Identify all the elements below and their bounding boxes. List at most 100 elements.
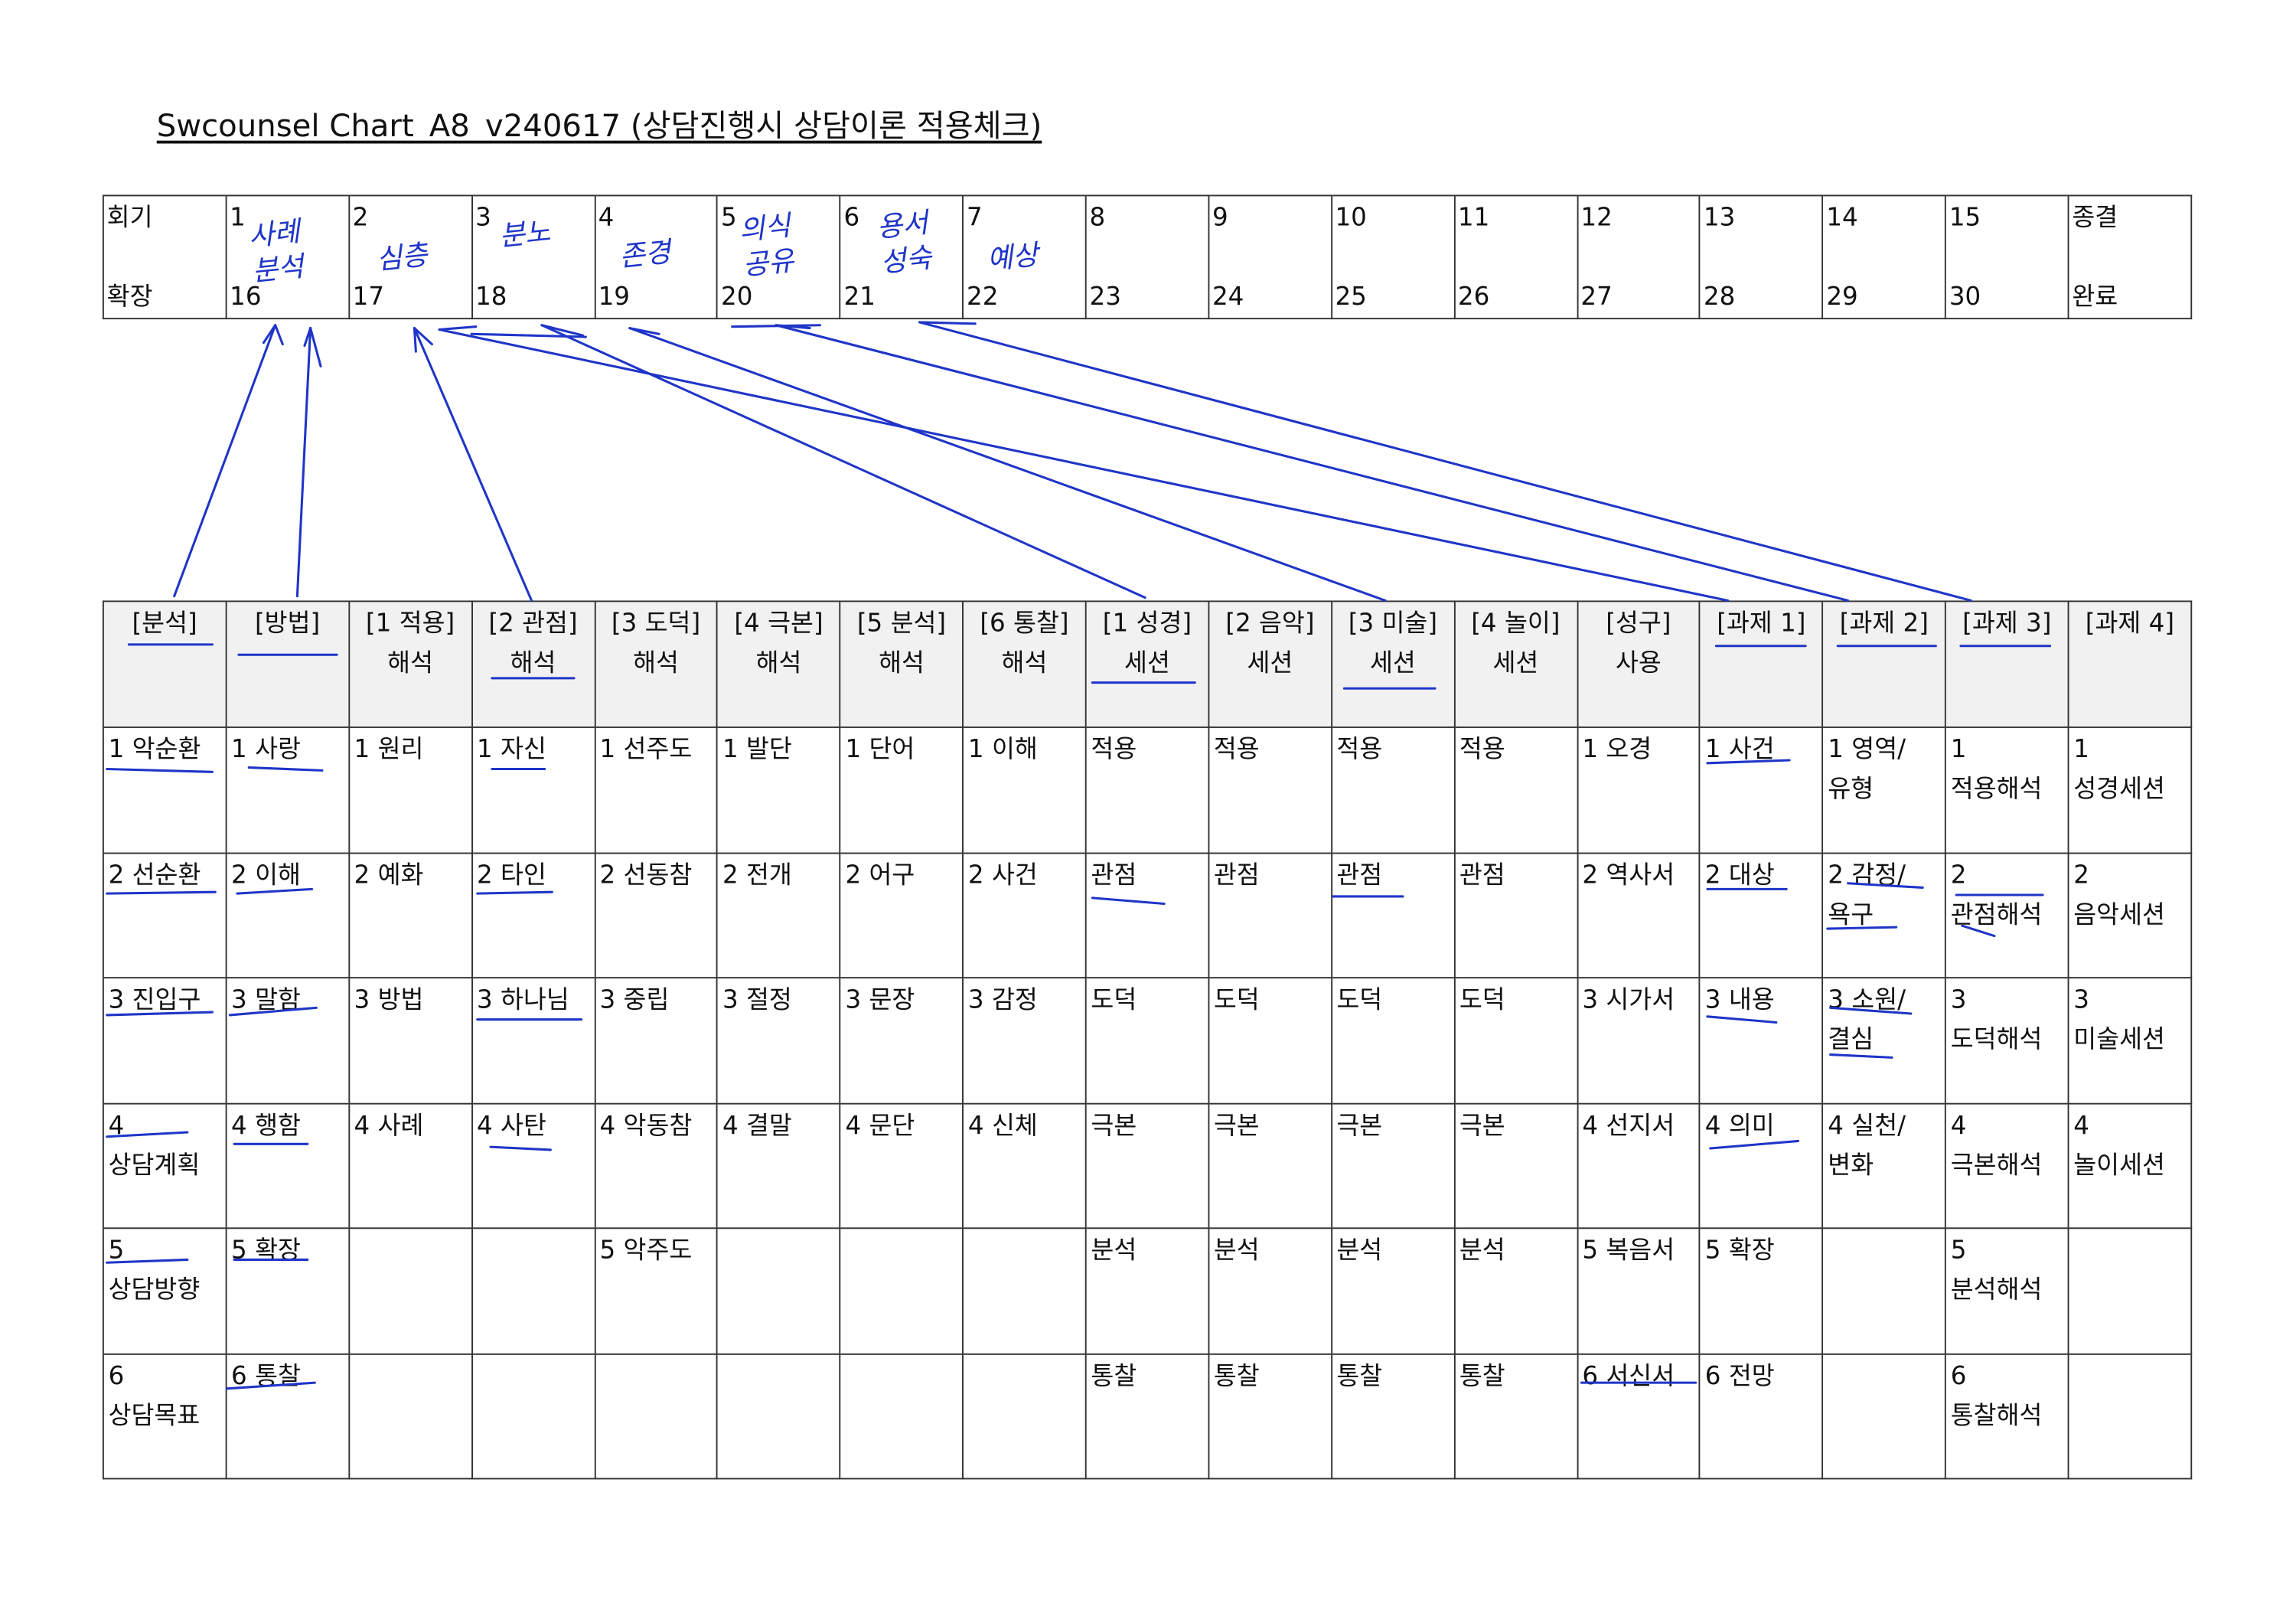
header-text: [과제 1] bbox=[1717, 609, 1806, 639]
session-cell: 12 27 bbox=[1576, 194, 1701, 320]
extension-number: 25 bbox=[1335, 282, 1367, 312]
header-cell: [과제 4] bbox=[2067, 600, 2193, 728]
session-number: 2 bbox=[352, 203, 369, 233]
header-text: 세션 bbox=[1369, 648, 1416, 678]
body-cell bbox=[2067, 1227, 2193, 1354]
extension-number: 20 bbox=[721, 282, 753, 312]
body-cell: 극본 bbox=[1084, 1102, 1210, 1229]
header-text: [과제 2] bbox=[1839, 609, 1929, 639]
header-text: 세션 bbox=[1247, 648, 1293, 678]
session-number: 15 bbox=[1949, 203, 1981, 233]
header-text: 사용 bbox=[1615, 648, 1662, 678]
body-cell bbox=[2067, 1352, 2193, 1480]
header-text: [성구] bbox=[1606, 609, 1671, 639]
extension-number: 26 bbox=[1457, 282, 1490, 312]
body-cell: 5 분석해석 bbox=[1945, 1227, 2069, 1354]
body-cell: 6 통찰해석 bbox=[1945, 1352, 2069, 1480]
body-cell: 3 시가서 bbox=[1576, 977, 1701, 1104]
session-number: 6 bbox=[843, 203, 860, 233]
header-cell: [성구] 사용 bbox=[1576, 600, 1701, 728]
session-cell: 14 29 bbox=[1821, 194, 1947, 320]
extension-number: 29 bbox=[1826, 282, 1858, 312]
body-cell: 2 타인 bbox=[471, 851, 595, 979]
session-cell: 5 20 의식 공유 bbox=[716, 194, 841, 320]
header-cell: [2 음악] 세션 bbox=[1208, 600, 1332, 728]
extension-number: 18 bbox=[475, 282, 507, 312]
session-cell: 9 24 bbox=[1208, 194, 1332, 320]
body-cell bbox=[1821, 1227, 1947, 1354]
header-cell: [6 통찰] 해석 bbox=[962, 600, 1087, 728]
body-cell: 1 선주도 bbox=[593, 727, 719, 854]
header-text: [방법] bbox=[254, 609, 321, 639]
body-cell: 3 절정 bbox=[716, 977, 841, 1104]
header-cell: [과제 2] bbox=[1821, 600, 1947, 728]
session-cell: 13 28 bbox=[1699, 194, 1824, 320]
body-cell: 3 소원/결심 bbox=[1821, 977, 1947, 1104]
body-cell: 적용 bbox=[1208, 727, 1332, 854]
session-cell: 3 18 분노 bbox=[471, 194, 595, 320]
session-number: 13 bbox=[1703, 203, 1736, 233]
body-cell bbox=[471, 1352, 595, 1480]
header-text: [5 분석] bbox=[856, 609, 947, 639]
body-cell: 1 단어 bbox=[839, 727, 964, 854]
body-cell: 5 복음서 bbox=[1576, 1227, 1701, 1354]
header-cell: [2 관점] 해석 bbox=[471, 600, 595, 728]
header-text: [2 관점] bbox=[488, 609, 578, 639]
header-text: [1 적용] bbox=[365, 609, 455, 639]
header-text: 세션 bbox=[1492, 648, 1539, 678]
row-label: 회기 bbox=[106, 203, 153, 233]
body-cell: 5 악주도 bbox=[593, 1227, 719, 1354]
session-number: 12 bbox=[1580, 203, 1613, 233]
body-cell: 도덕 bbox=[1330, 977, 1456, 1104]
body-cell: 5 상담방향 bbox=[102, 1227, 227, 1354]
session-cell: 10 25 bbox=[1330, 194, 1456, 320]
header-cell: [방법] bbox=[225, 600, 350, 728]
header-cell: [4 극본] 해석 bbox=[716, 600, 841, 728]
session-cell: 15 30 bbox=[1945, 194, 2069, 320]
body-cell: 4 의미 bbox=[1699, 1102, 1824, 1229]
handwritten-note: 의식 공유 bbox=[738, 210, 797, 282]
body-cell: 1 사랑 bbox=[225, 727, 350, 854]
title: Swcounsel Chart_A8_v240617 (상담진행시 상담이론 적… bbox=[156, 108, 1042, 144]
body-cell: 1 발단 bbox=[716, 727, 841, 854]
header-cell: [5 분석] 해석 bbox=[839, 600, 964, 728]
body-cell: 3 내용 bbox=[1699, 977, 1824, 1104]
body-cell: 4 문단 bbox=[839, 1102, 964, 1229]
body-cell: 4 악동참 bbox=[593, 1102, 719, 1229]
extension-number: 22 bbox=[967, 282, 999, 312]
body-cell: 6 통찰 bbox=[225, 1352, 350, 1480]
header-text: 해석 bbox=[510, 648, 556, 678]
header-cell: [과제 1] bbox=[1699, 600, 1824, 728]
body-cell: 관점 bbox=[1453, 851, 1578, 979]
body-cell bbox=[593, 1352, 719, 1480]
arrows bbox=[173, 321, 1972, 602]
body-cell: 4 실천/변화 bbox=[1821, 1102, 1947, 1229]
header-text: 해석 bbox=[1001, 648, 1048, 678]
extension-number: 완료 bbox=[2072, 282, 2118, 312]
body-cell: 4 극본해석 bbox=[1945, 1102, 2069, 1229]
extension-number: 28 bbox=[1703, 282, 1736, 312]
body-cell: 분석 bbox=[1084, 1227, 1210, 1354]
body-cell: 도덕 bbox=[1208, 977, 1332, 1104]
body-cell bbox=[839, 1227, 964, 1354]
header-cell: [3 미술] 세션 bbox=[1330, 600, 1456, 728]
body-cell bbox=[962, 1227, 1087, 1354]
body-cell: 1 오경 bbox=[1576, 727, 1701, 854]
handwritten-note: 심층 bbox=[374, 239, 429, 277]
body-row: 5 상담방향 5 확장 5 악주도 분석 분석 분석 분석 5 복음서 5 확장 5 분석해석 bbox=[102, 1227, 2193, 1354]
header-text: [1 성경] bbox=[1102, 609, 1192, 639]
body-cell: 6 전망 bbox=[1699, 1352, 1824, 1480]
header-text: [4 놀이] bbox=[1471, 609, 1561, 639]
body-cell: 3 문장 bbox=[839, 977, 964, 1104]
body-cell: 분석 bbox=[1453, 1227, 1578, 1354]
header-row: [분석] [방법] [1 적용] 해석 [2 관점] 해석 [3 도덕] 해석 [4 극본] 해석… bbox=[102, 600, 2193, 728]
body-cell: 분석 bbox=[1208, 1227, 1332, 1354]
body-cell: 2 대상 bbox=[1699, 851, 1824, 979]
extension-number: 17 bbox=[352, 282, 385, 312]
header-cell: [4 놀이] 세션 bbox=[1453, 600, 1578, 728]
body-cell: 적용 bbox=[1330, 727, 1456, 854]
header-cell: [분석] bbox=[102, 600, 227, 728]
body-cell: 3 말함 bbox=[225, 977, 350, 1104]
body-cell: 4 행함 bbox=[225, 1102, 350, 1229]
extension-number: 23 bbox=[1089, 282, 1121, 312]
